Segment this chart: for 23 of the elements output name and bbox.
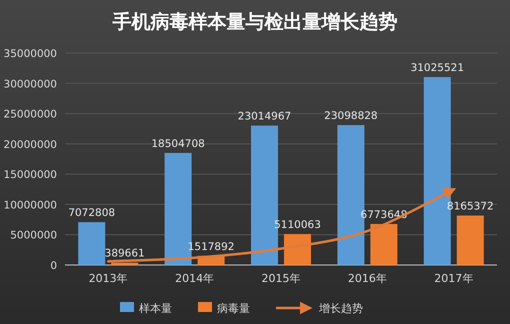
x-tick-label: 2017年 bbox=[434, 272, 474, 285]
y-tick-label: 35000000 bbox=[4, 48, 57, 60]
y-tick-label: 20000000 bbox=[4, 138, 57, 151]
y-tick-label: 15000000 bbox=[4, 169, 57, 182]
data-label: 23014967 bbox=[238, 110, 292, 123]
data-label: 23098828 bbox=[324, 110, 378, 122]
legend-label: 样本量 bbox=[139, 302, 172, 315]
legend-label: 病毒量 bbox=[217, 302, 250, 315]
x-tick-label: 2014年 bbox=[175, 272, 214, 285]
x-tick-label: 2013年 bbox=[88, 272, 128, 285]
y-tick-label: 0 bbox=[50, 260, 57, 272]
data-label: 389661 bbox=[104, 248, 145, 260]
x-tick-label: 2016年 bbox=[348, 272, 387, 285]
y-tick-label: 10000000 bbox=[4, 199, 57, 212]
data-label: 7072808 bbox=[68, 207, 116, 220]
data-label: 31025521 bbox=[410, 62, 464, 74]
x-tick-label: 2015年 bbox=[262, 272, 300, 285]
legend-label: 增长趋势 bbox=[318, 302, 363, 315]
chart-title: 手机病毒样本量与检出量增长趋势 bbox=[112, 11, 398, 33]
y-tick-label: 5000000 bbox=[10, 230, 57, 242]
y-tick-label: 30000000 bbox=[4, 78, 57, 90]
data-label: 18504708 bbox=[151, 138, 205, 150]
y-tick-label: 25000000 bbox=[4, 108, 57, 121]
